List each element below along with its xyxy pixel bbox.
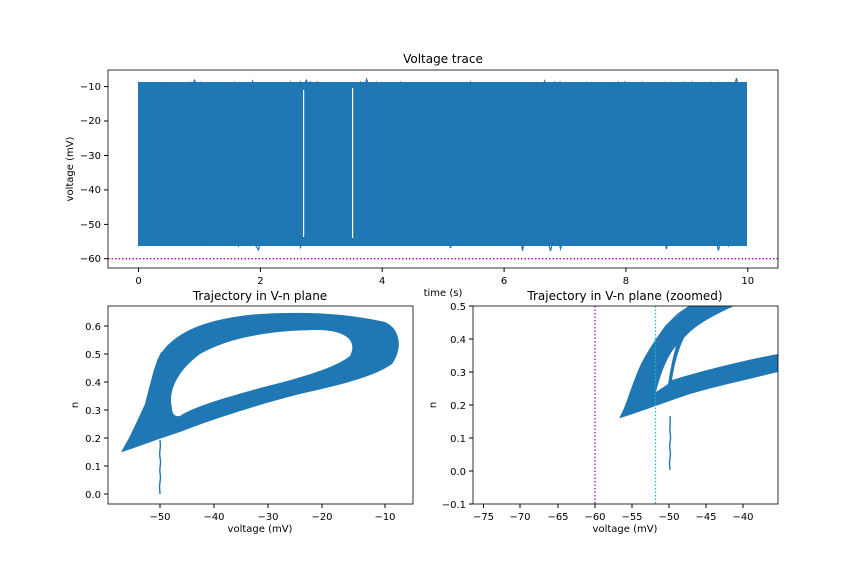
y-tick-label: −0.1 (442, 500, 466, 511)
y-tick-label: 0.0 (85, 490, 101, 501)
trajectory-panel: Trajectory in V-n plane −50 −40 −30 −20 … (70, 289, 414, 535)
x-tick-label: 2 (257, 276, 263, 287)
x-tick-label: −30 (257, 512, 278, 523)
voltage-trace-gap-1 (303, 90, 305, 237)
x-tick-label: −55 (621, 512, 642, 523)
y-tick-label: 0.6 (85, 322, 101, 333)
x-tick-label: −20 (311, 512, 332, 523)
zoomed-initial-transient (668, 415, 672, 471)
x-tick-label: −65 (547, 512, 568, 523)
x-tick-label: −10 (374, 512, 395, 523)
x-tick-label: −40 (732, 512, 753, 523)
x-tick-label: 4 (379, 276, 385, 287)
trajectory-frame (107, 305, 414, 505)
x-tick-label: −40 (203, 512, 224, 523)
y-tick-label: 0.3 (450, 368, 466, 379)
voltage-trace-x-axis: 0 2 4 6 8 10 (135, 268, 754, 287)
y-tick-label: 0.5 (450, 302, 466, 313)
limit-cycle-band (122, 312, 399, 452)
voltage-trace-frame (107, 69, 779, 269)
y-tick-label: 0.4 (85, 378, 101, 389)
y-tick-label: −30 (80, 151, 101, 162)
voltage-trace-band (138, 82, 747, 246)
y-tick-label: 0.2 (85, 434, 101, 445)
voltage-trace-top-edge (138, 77, 748, 94)
y-tick-label: −40 (80, 185, 101, 196)
x-tick-label: −70 (509, 512, 530, 523)
trajectory-zoomed-x-axis: −75 −70 −65 −60 −55 −50 −45 −40 (473, 504, 754, 523)
y-tick-label: −20 (80, 116, 101, 127)
x-tick-label: −50 (658, 512, 679, 523)
x-tick-label: −60 (584, 512, 605, 523)
trajectory-x-axis: −50 −40 −30 −20 −10 (149, 504, 396, 523)
x-tick-label: −75 (473, 512, 494, 523)
y-tick-label: 0.4 (450, 335, 466, 346)
voltage-trace-title: Voltage trace (403, 52, 483, 66)
y-tick-label: 0.1 (85, 462, 101, 473)
trajectory-ylabel: n (70, 402, 81, 408)
trajectory-zoomed-title: Trajectory in V-n plane (zoomed) (526, 289, 722, 303)
x-tick-label: 8 (623, 276, 629, 287)
voltage-trace-y-axis: −60 −50 −40 −30 −20 −10 (80, 82, 108, 265)
x-tick-label: 10 (741, 276, 754, 287)
voltage-trace-gap-2 (352, 88, 354, 238)
trajectory-zoomed-xlabel: voltage (mV) (593, 524, 658, 535)
y-tick-label: 0.0 (450, 467, 466, 478)
y-tick-label: 0.5 (85, 350, 101, 361)
trajectory-title: Trajectory in V-n plane (192, 289, 327, 303)
x-tick-label: −45 (695, 512, 716, 523)
y-tick-label: 0.3 (85, 406, 101, 417)
trajectory-zoomed-ylabel: n (428, 402, 439, 408)
voltage-trace-ylabel: voltage (mV) (65, 136, 76, 201)
trajectory-zoomed-panel: Trajectory in V-n plane (zoomed) −75 −70… (428, 289, 779, 535)
y-tick-label: −10 (80, 82, 101, 93)
x-tick-label: −50 (149, 512, 170, 523)
zoomed-cycle-inner-gap (656, 346, 676, 392)
y-tick-label: 0.1 (450, 434, 466, 445)
voltage-trace-bottom-edge (138, 236, 748, 252)
x-tick-label: 0 (135, 276, 141, 287)
voltage-trace-panel: Voltage trace 0 2 4 6 8 10 (65, 52, 779, 299)
y-tick-label: 0.2 (450, 401, 466, 412)
zoomed-cycle-band (620, 306, 778, 418)
y-tick-label: −60 (80, 254, 101, 265)
zoomed-cycle-edge (619, 306, 691, 419)
limit-cycle-edge (121, 351, 163, 453)
trajectory-y-axis: 0.0 0.1 0.2 0.3 0.4 0.5 0.6 (85, 322, 108, 501)
trajectory-xlabel: voltage (mV) (228, 524, 293, 535)
voltage-trace-xlabel: time (s) (424, 288, 463, 299)
initial-transient (158, 439, 162, 495)
y-tick-label: −50 (80, 220, 101, 231)
x-tick-label: 6 (501, 276, 507, 287)
trajectory-zoomed-y-axis: −0.1 0.0 0.1 0.2 0.3 0.4 0.5 (442, 302, 473, 511)
